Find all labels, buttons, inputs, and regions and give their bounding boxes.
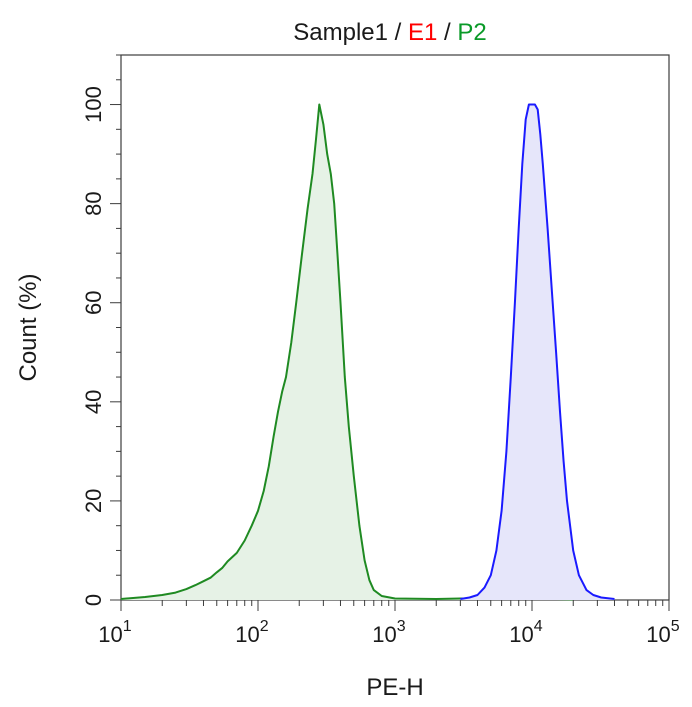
y-axis: 0 20 40 60 80 100 (81, 54, 121, 606)
y-tick-label: 40 (81, 390, 106, 414)
x-tick-label: 104 (509, 618, 542, 647)
series-1-line (460, 103, 615, 600)
title-part-3: / (437, 19, 457, 46)
y-tick-label: 80 (81, 191, 106, 215)
x-tick-label: 103 (372, 618, 405, 647)
title-part-1: / (388, 19, 408, 46)
chart-title: Sample1 / E1 / P2 (293, 19, 486, 46)
y-tick-label: 20 (81, 489, 106, 513)
x-axis: 101 102 103 104 105 (98, 600, 680, 647)
title-part-2: E1 (408, 19, 437, 46)
title-part-4: P2 (457, 19, 486, 46)
x-tick-label: 105 (646, 618, 679, 647)
series-1-fill (460, 104, 615, 600)
x-tick-label: 101 (98, 618, 131, 647)
x-tick-label: 102 (235, 618, 268, 647)
y-tick-label: 60 (81, 290, 106, 314)
y-tick-label: 0 (81, 594, 106, 606)
y-tick-label: 100 (81, 86, 106, 123)
series-layer (120, 103, 615, 601)
series-0-fill (121, 104, 574, 600)
x-axis-label: PE-H (366, 674, 423, 701)
y-axis-label: Count (%) (15, 273, 42, 381)
plot-area (120, 54, 670, 601)
series-0-line (120, 103, 574, 601)
title-part-0: Sample1 (293, 19, 388, 46)
